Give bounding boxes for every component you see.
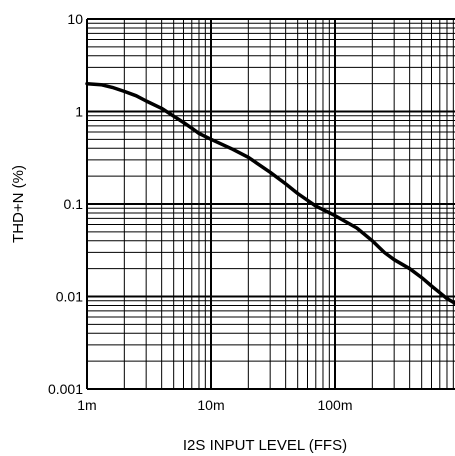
series-layer — [85, 81, 455, 306]
major-gridlines — [86, 18, 455, 390]
x-tick-label: 1m — [77, 397, 96, 413]
y-tick-label: 0.001 — [48, 381, 83, 397]
thd-series-line — [85, 81, 455, 306]
y-axis-title: THD+N (%) — [10, 165, 27, 243]
y-tick-label: 10 — [67, 11, 83, 27]
x-tick-label: 10m — [197, 397, 224, 413]
x-tick-label: 100m — [317, 397, 352, 413]
y-tick-label: 1 — [75, 104, 83, 120]
y-tick-label: 0.01 — [56, 289, 83, 305]
y-tick-label: 0.1 — [64, 196, 84, 212]
tick-labels: 1m10m100m11010.10.010.001 — [48, 11, 353, 413]
x-axis-title: I2S INPUT LEVEL (FFS) — [183, 437, 347, 454]
